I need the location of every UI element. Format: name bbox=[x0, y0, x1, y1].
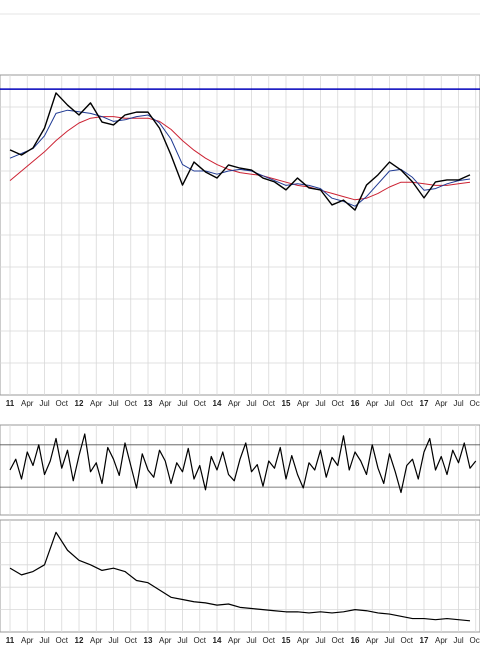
x-tick-label: Oct bbox=[125, 636, 138, 645]
x-tick-label: Apr bbox=[366, 636, 379, 645]
x-tick-label: Apr bbox=[90, 399, 103, 408]
x-tick-label: Jul bbox=[246, 399, 256, 408]
x-tick-label: Jul bbox=[39, 399, 49, 408]
panel-frame bbox=[0, 519, 480, 633]
x-tick-label: Apr bbox=[297, 399, 310, 408]
x-tick-label: Oct bbox=[56, 399, 69, 408]
x-tick-label: Apr bbox=[435, 636, 448, 645]
x-tick-label: Jul bbox=[315, 399, 325, 408]
x-tick-label: 15 bbox=[282, 399, 291, 408]
x-tick-label: Oct bbox=[401, 636, 414, 645]
x-tick-label: 16 bbox=[351, 636, 360, 645]
x-tick-label: Apr bbox=[21, 399, 34, 408]
x-tick-label: 11 bbox=[6, 636, 15, 645]
x-tick-label: Oct bbox=[56, 636, 69, 645]
x-tick-label: Jul bbox=[108, 636, 118, 645]
x-tick-label: 14 bbox=[213, 399, 222, 408]
x-tick-label: Jul bbox=[315, 636, 325, 645]
x-tick-label: Oct bbox=[194, 636, 207, 645]
x-tick-label: 17 bbox=[420, 399, 429, 408]
x-tick-label: 11 bbox=[6, 399, 15, 408]
x-tick-label: Jul bbox=[108, 399, 118, 408]
x-tick-label: Oct bbox=[125, 399, 138, 408]
x-tick-label: Jul bbox=[177, 399, 187, 408]
x-tick-label: Oct bbox=[470, 636, 480, 645]
x-tick-label: Oct bbox=[470, 399, 480, 408]
panel-frame bbox=[0, 74, 480, 396]
panel-frame bbox=[0, 424, 480, 516]
x-tick-label: Oct bbox=[194, 399, 207, 408]
x-tick-label: 16 bbox=[351, 399, 360, 408]
x-tick-label: Jul bbox=[246, 636, 256, 645]
x-tick-label: 12 bbox=[75, 399, 84, 408]
x-tick-label: Jul bbox=[453, 636, 463, 645]
x-tick-label: 12 bbox=[75, 636, 84, 645]
indicator-line bbox=[9, 433, 477, 494]
x-tick-label: 13 bbox=[144, 399, 153, 408]
x-tick-label: Oct bbox=[263, 399, 276, 408]
x-tick-label: 15 bbox=[282, 636, 291, 645]
indicator-line bbox=[9, 531, 471, 622]
x-tick-label: Apr bbox=[21, 636, 34, 645]
x-tick-label: Jul bbox=[39, 636, 49, 645]
x-tick-label: Apr bbox=[159, 399, 172, 408]
price-line bbox=[9, 92, 471, 211]
x-tick-label: Jul bbox=[453, 399, 463, 408]
x-tick-label: Apr bbox=[228, 636, 241, 645]
x-tick-label: Apr bbox=[159, 636, 172, 645]
x-tick-label: Apr bbox=[228, 399, 241, 408]
x-tick-label: Jul bbox=[177, 636, 187, 645]
moving-average bbox=[9, 109, 471, 207]
x-tick-label: Oct bbox=[332, 636, 345, 645]
x-tick-label: Jul bbox=[384, 636, 394, 645]
x-tick-label: Apr bbox=[90, 636, 103, 645]
x-tick-label: 17 bbox=[420, 636, 429, 645]
x-tick-label: 14 bbox=[213, 636, 222, 645]
moving-average bbox=[9, 116, 471, 201]
x-tick-label: 13 bbox=[144, 636, 153, 645]
x-tick-label: Apr bbox=[297, 636, 310, 645]
x-tick-label: Jul bbox=[384, 399, 394, 408]
x-tick-label: Apr bbox=[366, 399, 379, 408]
x-tick-label: Apr bbox=[435, 399, 448, 408]
x-tick-label: Oct bbox=[401, 399, 414, 408]
x-tick-label: Oct bbox=[263, 636, 276, 645]
x-tick-label: Oct bbox=[332, 399, 345, 408]
